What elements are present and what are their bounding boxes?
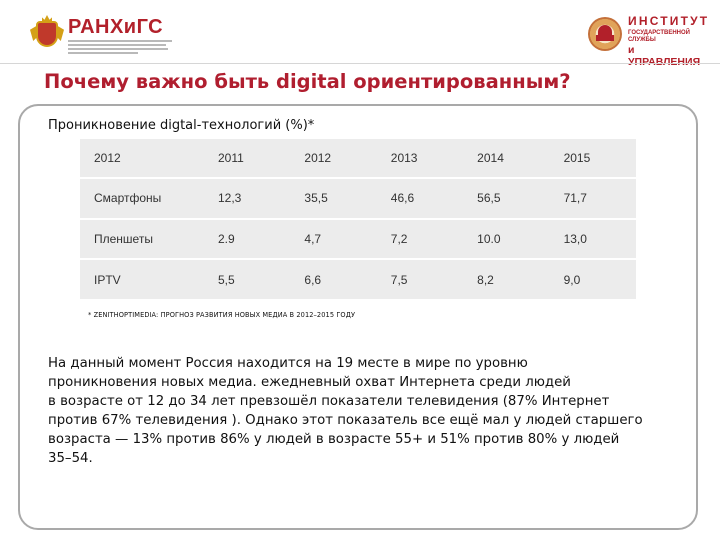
table-row: IPTV 5,5 6,6 7,5 8,2 9,0 [80,258,636,299]
row-label: Смартфоны [80,177,204,218]
slide-title: Почему важно быть digital ориентированны… [44,70,571,93]
table-cell: 9,0 [549,258,636,299]
body-line: На данный момент Россия находится на 19 … [48,356,528,371]
table-header-row: 2012 2011 2012 2013 2014 2015 [80,139,636,177]
source-footnote: * ZENITHOPTIMEDIA: ПРОГНОЗ РАЗВИТИЯ НОВЫ… [88,311,356,319]
institute-logo-line1: ИНСТИТУТ [628,14,710,28]
table-cell: 7,5 [376,258,464,299]
institute-logo: ИНСТИТУТ ГОСУДАРСТВЕННОЙ СЛУЖБЫ и УПРАВЛ… [588,15,707,68]
column-header: 2015 [563,151,591,165]
column-header: 2014 [477,151,504,165]
row-label: IPTV [80,258,204,299]
institute-logo-line3: и УПРАВЛЕНИЯ [628,44,701,68]
row-label: Пленшеты [80,217,204,259]
ranhigs-logo-text: РАНХиГС [68,16,164,38]
table-cell: 71,7 [549,177,636,218]
table-row: Смартфоны 12,3 35,5 46,6 56,5 71,7 [80,177,636,218]
body-paragraph: На данный момент Россия находится на 19 … [48,354,672,468]
column-header: 2011 [218,151,244,165]
table-cell: 5,5 [204,258,291,299]
column-header: 2012 [304,151,332,165]
body-line: в возрасте от 12 до 34 лет превзошёл пок… [48,394,610,409]
table-cell: 13,0 [549,217,636,259]
table-cell: 7,2 [376,217,464,259]
institute-seal-icon [588,17,622,51]
table-cell: 2.9 [204,217,291,259]
body-line: против 67% телевидения ). Однако этот по… [48,413,643,428]
column-header: 2013 [390,151,418,165]
table-cell: 8,2 [463,258,550,299]
table-cell: 6,6 [290,258,377,299]
table-cell: 46,6 [376,177,464,218]
ranhigs-logo: РАНХиГС [30,15,182,56]
double-headed-eagle-emblem [30,15,64,51]
column-header: 2012 [94,151,121,165]
body-line: проникновения новых медиа. ежедневный ох… [48,375,571,390]
penetration-table: 2012 2011 2012 2013 2014 2015 Смартфоны … [80,139,636,299]
header-divider [0,63,720,64]
table-cell: 35,5 [290,177,377,218]
body-line: 35–54. [48,451,93,466]
body-line: возраста — 13% против 86% у людей в возр… [48,432,620,447]
institute-logo-line2: ГОСУДАРСТВЕННОЙ СЛУЖБЫ [628,30,690,43]
table-cell: 4,7 [290,217,377,259]
table-row: Пленшеты 2.9 4,7 7,2 10.0 13,0 [80,217,636,259]
table-cell: 56,5 [463,177,550,218]
table-caption: Проникновение digtal-технологий (%)* [48,118,315,133]
table-cell: 12,3 [204,177,291,218]
logo-tagline-lines [68,40,172,56]
table-cell: 10.0 [463,217,550,259]
